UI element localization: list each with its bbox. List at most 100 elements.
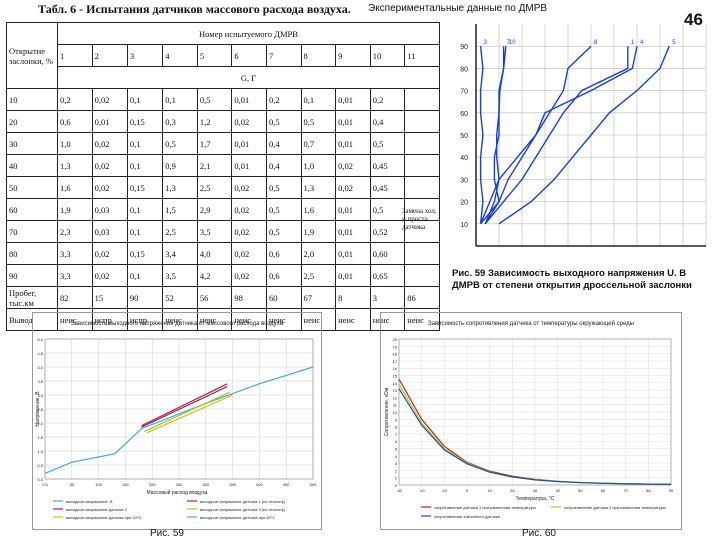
y-tick-label: 20 (460, 200, 468, 207)
x-tick-label: 400 (256, 482, 263, 487)
sensor-number: 11 (404, 44, 440, 67)
y-tick-label: 12 (393, 395, 398, 400)
value-cell: 2,0 (300, 242, 337, 265)
value-cell: 0,01 (231, 132, 267, 155)
value-cell: 0,02 (231, 242, 267, 265)
value-cell: 0,1 (126, 154, 164, 177)
y-tick-label: 2 (395, 468, 398, 473)
mileage-row-cell: 56 (196, 286, 233, 309)
value-cell: 1,9 (300, 220, 337, 243)
sensor-number: 3 (126, 44, 164, 67)
output-row-cell: неис (404, 308, 440, 331)
mileage-row-cell: 52 (162, 286, 198, 309)
x-tick-label: 60 (601, 488, 606, 493)
value-cell (404, 242, 440, 265)
value-cell: 1,3 (162, 176, 198, 199)
y-tick-label: 60 (460, 111, 468, 118)
opening-cell: 40 (6, 154, 58, 177)
value-cell: 0,01 (335, 198, 371, 221)
legend-entry: выходное напряжение датчика при 20°С (66, 515, 141, 520)
sensor-number: 10 (369, 44, 406, 67)
value-cell (404, 110, 440, 133)
opening-cell: 20 (6, 110, 58, 133)
x-tick-label: 100 (95, 482, 102, 487)
resistance-chart-panel: Зависимость сопротивления датчика от тем… (380, 312, 682, 530)
value-cell: 0,1 (300, 88, 337, 111)
value-cell: 0,52 (369, 220, 406, 243)
series-line-8 (480, 45, 592, 225)
chart-title: Зависимость сопротивления датчика от тем… (428, 320, 634, 327)
series-label-7: 7 (507, 40, 511, 46)
x-tick-label: 10 (487, 488, 492, 493)
mileage-row: Пробег, тыс.км 82 15 90 52 56 98 60 67 8 3 86 (6, 286, 440, 309)
sensor-number: 5 (196, 44, 233, 67)
value-cell: 2,5 (300, 264, 337, 287)
y-tick-label: 4 (395, 454, 398, 459)
value-cell: 0,03 (91, 220, 128, 243)
legend-entry: выходное напряжение датчика 1 (по эталон… (200, 499, 286, 504)
value-cell: 0,02 (91, 176, 128, 199)
y-tick-label: 6 (395, 439, 398, 444)
table-row: 20 0,6 0,01 0,15 0,3 1,2 0,02 0,5 0,5 0,01 0,4 (6, 110, 440, 133)
value-cell: 4,0 (196, 242, 233, 265)
table-row: 70 2,3 0,03 0,1 2,5 3,5 0,02 0,5 1,9 0,01 0,52 (6, 220, 440, 243)
chart-title: Зависимость выходного напряжения датчика… (71, 321, 284, 327)
series-line-3 (479, 46, 484, 224)
value-cell: 1,6 (300, 198, 337, 221)
dmrv-header: Номер испытуемого ДМРВ (57, 22, 440, 45)
mileage-row-cell: 67 (300, 286, 337, 309)
value-cell: 1,3 (300, 176, 337, 199)
value-cell: 0,6 (265, 242, 302, 265)
y-tick-label: 11 (393, 403, 398, 408)
value-cell: 0,02 (335, 176, 371, 199)
series-label-10: 10 (509, 40, 516, 46)
side-note: Замена хол. и проста датчика (402, 207, 437, 231)
value-cell: 2,5 (162, 220, 198, 243)
y-tick-label: 10 (393, 410, 398, 415)
opening-cell: 70 (6, 220, 58, 243)
value-cell: 0,02 (335, 154, 371, 177)
y-tick-label: 20 (393, 337, 398, 342)
legend-entry: сопротивление датчика 1 при изменении те… (434, 505, 536, 510)
series-line (143, 391, 231, 432)
y-tick-label: 15 (393, 374, 398, 379)
opening-cell: 90 (6, 264, 58, 287)
y-tick-label: 1,0 (37, 449, 43, 454)
value-cell: 0,65 (369, 264, 406, 287)
y-tick-label: 4,5 (37, 351, 43, 356)
value-cell: 0,02 (91, 264, 128, 287)
value-cell: 0,02 (91, 154, 128, 177)
y-tick-label: 0,0 (37, 477, 43, 482)
y-tick-label: 18 (393, 352, 398, 357)
value-cell: 0,1 (162, 88, 198, 111)
x-tick-label: 300 (202, 482, 209, 487)
value-cell: 1,9 (57, 198, 93, 221)
series-line (141, 383, 228, 427)
legend-entry: сопротивление эталонного датчика (434, 514, 501, 519)
value-cell: 0,02 (231, 264, 267, 287)
value-cell: 2,9 (196, 198, 233, 221)
table-row: 50 1,6 0,02 0,15 1,3 2,5 0,02 0,5 1,3 0,02 0,45 (6, 176, 440, 199)
mileage-row-cell: 8 (335, 286, 371, 309)
value-cell: 0,45 (369, 176, 406, 199)
value-cell: 0,1 (126, 198, 164, 221)
x-tick-label: 450 (283, 482, 290, 487)
value-cell (404, 88, 440, 111)
value-cell: 0,02 (91, 242, 128, 265)
series-line-10 (484, 46, 507, 225)
sensor-number: 1 (57, 44, 93, 67)
value-cell: 0,01 (231, 88, 267, 111)
value-cell: 0,2 (265, 88, 302, 111)
value-cell: 0,5 (196, 88, 233, 111)
y-tick-label: 30 (460, 177, 468, 184)
value-cell: 1,6 (57, 176, 93, 199)
value-cell: 2,1 (196, 154, 233, 177)
sensor-number: 9 (335, 44, 371, 67)
exp-chart: 10 20 30 40 50 60 70 80 90 1 3 4 5 7 8 10 (460, 24, 707, 247)
x-tick-label: -10 (441, 488, 448, 493)
output-row: Вывод неис испр испр неис неис неис неис неис неи… (6, 308, 440, 331)
y-tick-label: 14 (393, 381, 398, 386)
g-header: G, Г (57, 66, 440, 89)
x-tick-label: 50 (70, 482, 75, 487)
value-cell: 0,02 (91, 88, 128, 111)
